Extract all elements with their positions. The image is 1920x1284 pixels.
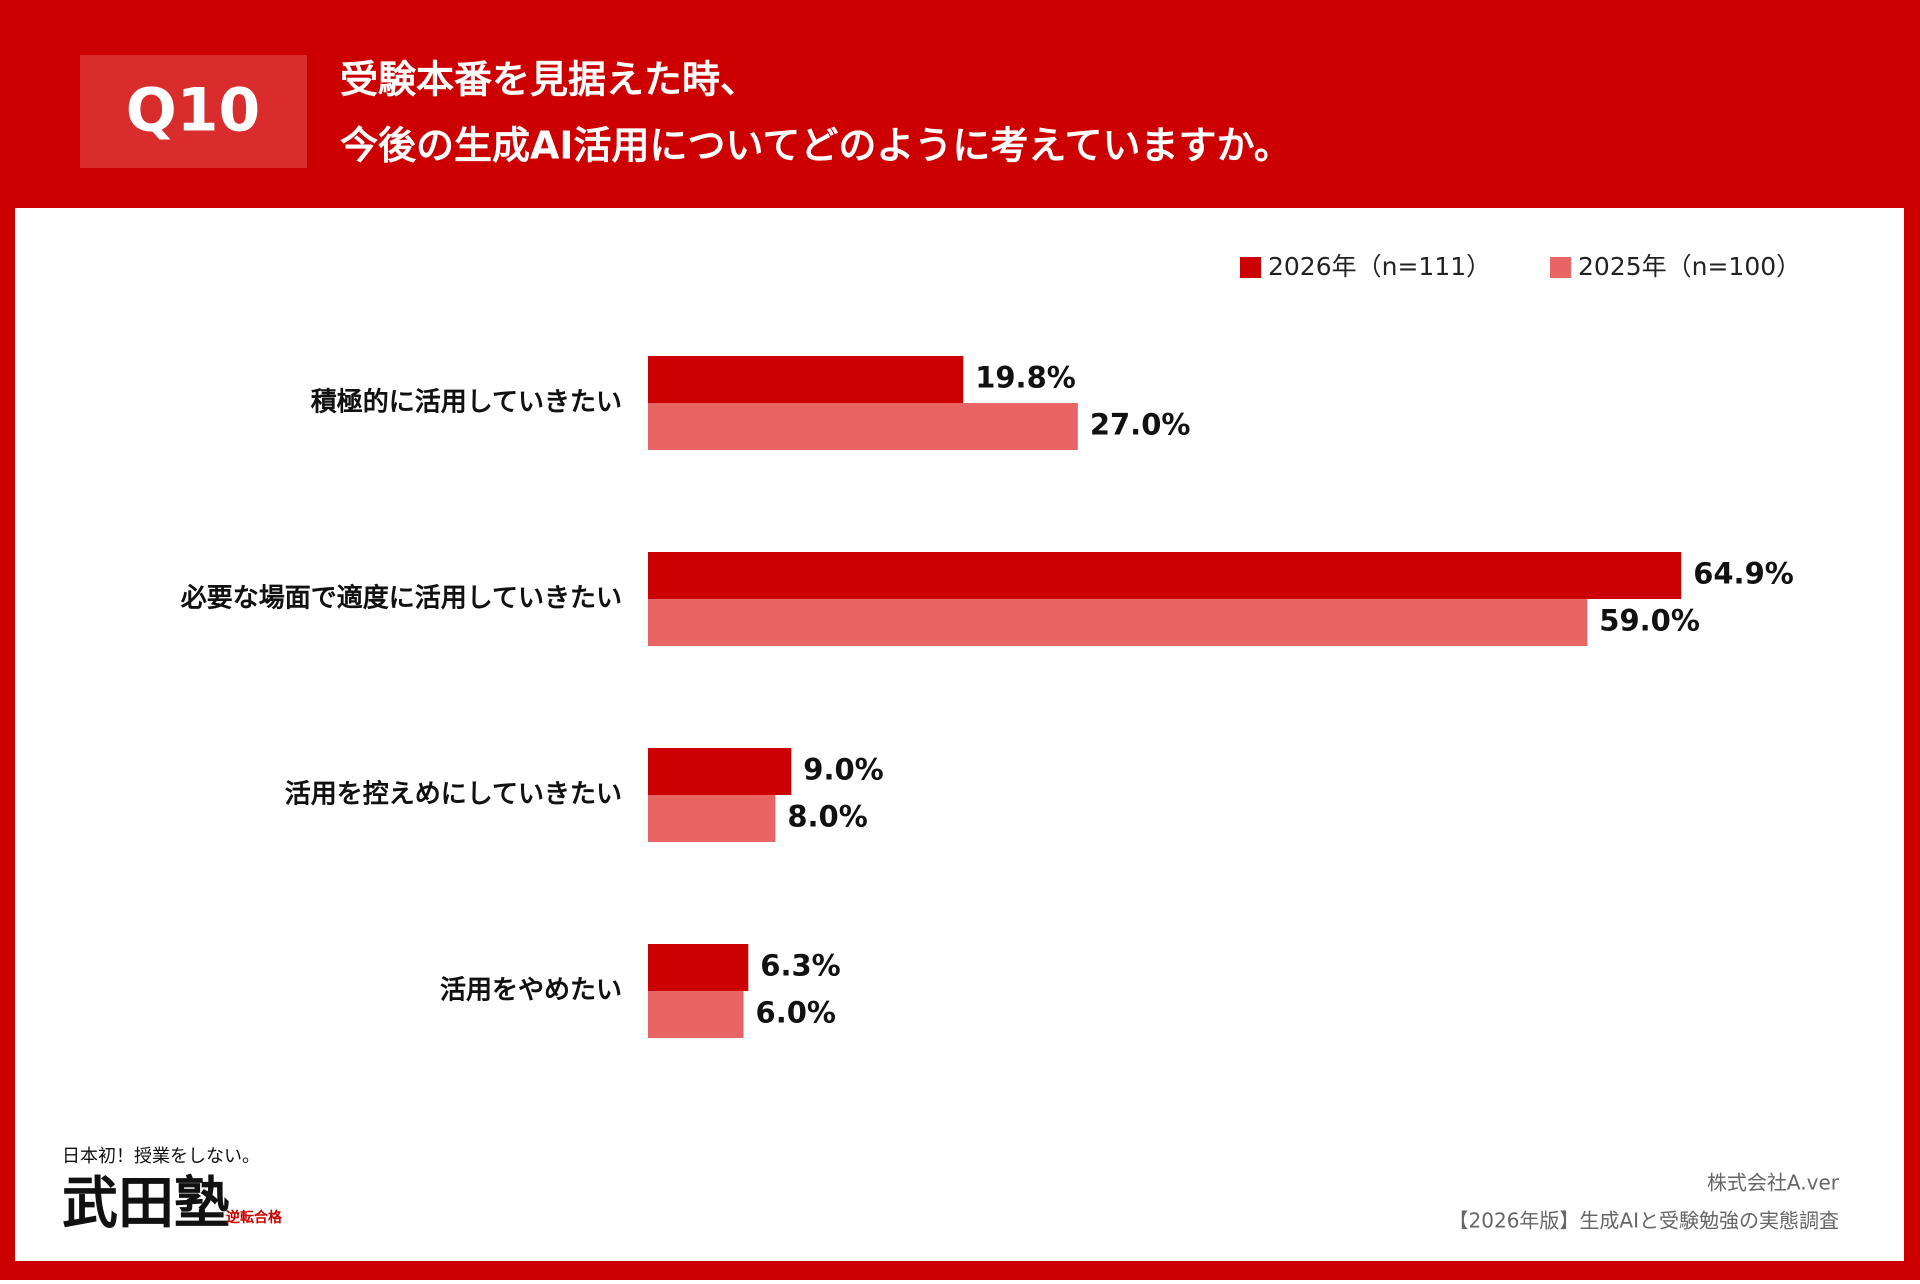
category-label: 活用を控えめにしていきたい xyxy=(285,780,622,810)
value-label: 64.9% xyxy=(1693,557,1794,591)
bar xyxy=(648,944,749,991)
category-label: 積極的に活用していきたい xyxy=(311,387,622,418)
bar xyxy=(648,599,1588,646)
bar xyxy=(648,552,1682,599)
legend-swatch xyxy=(1550,257,1571,278)
legend-label: 2025年（n=100） xyxy=(1578,252,1801,281)
value-label: 9.0% xyxy=(803,753,883,787)
bar xyxy=(648,991,744,1038)
category-label: 活用をやめたい xyxy=(440,976,622,1006)
legend-swatch xyxy=(1240,257,1261,278)
title-line: 受験本番を見据えた時、 xyxy=(340,58,758,102)
logo-stamp: 逆転合格 xyxy=(226,1209,283,1226)
logo-tagline: 日本初！授業をしない。 xyxy=(62,1146,260,1167)
logo-name: 武田塾 xyxy=(62,1171,230,1237)
value-label: 59.0% xyxy=(1599,604,1700,638)
value-label: 27.0% xyxy=(1090,408,1191,442)
title-line: 今後の生成AI活用についてどのように考えていますか。 xyxy=(340,124,1292,168)
badge-box xyxy=(80,55,307,168)
bar xyxy=(648,748,792,795)
value-label: 6.0% xyxy=(756,996,836,1030)
legend-label: 2026年（n=111） xyxy=(1268,252,1491,281)
footer-source: 【2026年版】生成AIと受験勉強の実態調査 xyxy=(1449,1209,1839,1233)
badge: Q10 xyxy=(126,76,261,146)
value-label: 19.8% xyxy=(975,361,1076,395)
category-label: 必要な場面で適度に活用していきたい xyxy=(181,583,622,614)
bar xyxy=(648,356,964,403)
value-label: 8.0% xyxy=(787,800,867,834)
footer-company: 株式会社A.ver xyxy=(1707,1171,1840,1195)
bar xyxy=(648,795,776,842)
bar xyxy=(648,403,1078,450)
value-label: 6.3% xyxy=(760,949,840,983)
